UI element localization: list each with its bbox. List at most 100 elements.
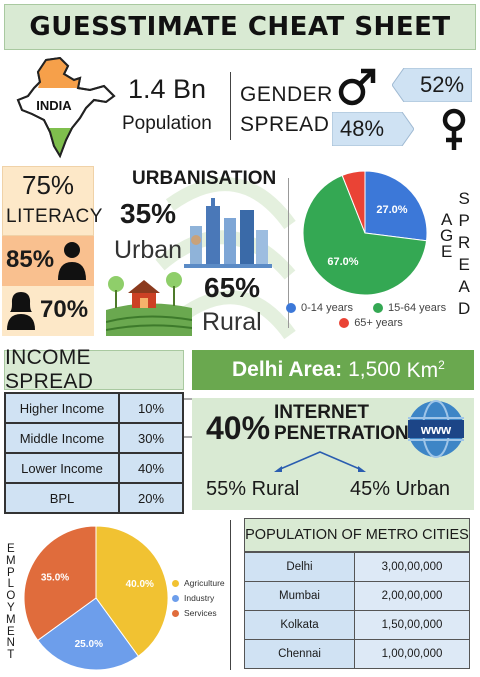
delhi-area-unit: Km2 (407, 358, 445, 383)
urbanisation-title: URBANISATION (132, 168, 277, 189)
gender-label-line2: SPREAD (240, 113, 330, 136)
income-label: Higher Income (4, 392, 120, 424)
legend-item-65-plus: 65+ years (339, 317, 403, 329)
pie-data-label: 40.0% (126, 579, 154, 590)
male-percent-tag (392, 68, 472, 102)
legend-swatch (339, 318, 350, 328)
age-title-letter: E (440, 242, 453, 261)
pie-slice-15-64-years (302, 174, 428, 296)
pie-slice-services (23, 525, 97, 642)
internet-label-line1: INTERNET (274, 402, 369, 423)
urban-label: Urban (114, 236, 183, 264)
split-arrows (274, 451, 366, 472)
employment-title-letter: P (6, 566, 15, 579)
divider (288, 178, 289, 328)
age-legend: 0-14 years 15-64 years 65+ years (286, 302, 456, 329)
legend-label: Industry (184, 593, 215, 603)
male-literacy-percent: 85% (6, 246, 55, 273)
internet-label-line2: PENETRATION (274, 423, 409, 444)
india-map-icon: INDIA (16, 56, 116, 159)
city-population: 2,00,00,000 (354, 581, 470, 611)
pie-data-label: 35.0% (41, 572, 69, 583)
spread-title-letter: S (458, 189, 470, 208)
legend-item-15-64: 15-64 years (372, 302, 447, 314)
legend-label: 15-64 years (387, 302, 447, 314)
internet-rural: 55% Rural (206, 478, 300, 500)
legend-swatch (372, 303, 383, 313)
employment-title-letter: L (7, 578, 14, 591)
spread-title-letter: E (458, 255, 470, 274)
table-row: Chennai 1,00,00,000 (244, 639, 470, 669)
city-name: Chennai (244, 639, 355, 669)
city-population: 1,00,00,000 (354, 639, 470, 669)
female-symbol-icon (442, 108, 466, 150)
pie-data-label: 27.0% (376, 204, 407, 216)
pie-slice-65-years (341, 170, 366, 234)
employment-title-letter: T (7, 649, 15, 662)
employment-title-letter: M (6, 554, 16, 567)
female-percent: 48% (340, 116, 385, 141)
internet-label: INTERNET PENETRATION (274, 402, 409, 444)
income-label: BPL (4, 482, 120, 514)
female-literacy-percent: 70% (40, 296, 89, 323)
table-row: BPL 20% (4, 482, 184, 514)
gender-spread-label: GENDER SPREAD (240, 80, 333, 140)
table-row: Lower Income 40% (4, 452, 184, 484)
farm-icon (106, 272, 192, 336)
legend-label: 0-14 years (301, 302, 353, 314)
city-population: 1,50,00,000 (354, 610, 470, 640)
pie-data-label: 25.0% (75, 639, 103, 650)
metro-population-table: Delhi 3,00,00,000 Mumbai 2,00,00,000 Kolka… (244, 552, 470, 669)
legend-item-industry: Industry (172, 591, 225, 606)
employment-title-letter: N (6, 637, 15, 650)
table-row: Middle Income 30% (4, 422, 184, 454)
table-row: Mumbai 2,00,00,000 (244, 581, 470, 611)
employment-title-letter: O (6, 590, 16, 603)
delhi-area-value: 1,500 (348, 358, 401, 381)
legend-label: Agriculture (184, 578, 225, 588)
literacy-label: LITERACY (6, 206, 103, 227)
employment-title-letter: E (6, 543, 15, 555)
income-value: 30% (118, 422, 184, 454)
divider (230, 520, 231, 670)
city-skyline-icon (184, 198, 272, 268)
unit-text: Km (406, 358, 439, 382)
pie-slice-agriculture (95, 525, 169, 657)
metro-population-title: POPULATION OF METRO CITIES (244, 518, 470, 552)
man-icon (58, 242, 86, 280)
legend-swatch (172, 610, 179, 617)
table-row: Kolkata 1,50,00,000 (244, 610, 470, 640)
internet-urban: 45% Urban (350, 478, 451, 500)
table-row: Higher Income 10% (4, 392, 184, 424)
india-map-label: INDIA (36, 98, 72, 113)
unit-superscript: 2 (438, 357, 445, 372)
city-name: Delhi (244, 552, 355, 582)
employment-title-letter: E (6, 625, 15, 638)
legend-swatch (286, 303, 296, 313)
legend-label: Services (184, 608, 217, 618)
globe-www-icon: www (408, 400, 464, 458)
delhi-area-banner: Delhi Area: 1,500 Km2 (192, 350, 474, 390)
spread-title-letter: D (458, 299, 471, 318)
age-spread-pie-chart: 27.0% 67.0% (302, 170, 428, 296)
urban-percent: 35% (120, 198, 177, 229)
employment-pie-chart: 40.0% 25.0% 35.0% (23, 525, 169, 671)
income-table: Higher Income 10% Middle Income 30% Lower … (4, 392, 184, 514)
age-title-letter: G (440, 226, 454, 245)
income-spread-title: INCOME SPREAD (4, 346, 184, 393)
income-value: 20% (118, 482, 184, 514)
page-title: GUESSTIMATE CHEAT SHEET (4, 4, 476, 50)
age-title-letter: A (440, 210, 453, 229)
income-label: Middle Income (4, 422, 120, 454)
table-row: Delhi 3,00,00,000 (244, 552, 470, 582)
city-name: Mumbai (244, 581, 355, 611)
male-symbol-icon (338, 68, 376, 106)
employment-legend: Agriculture Industry Services (172, 576, 225, 621)
legend-item-services: Services (172, 606, 225, 621)
gender-label-line1: GENDER (240, 83, 333, 106)
www-text: www (420, 422, 452, 437)
spread-title-letter: A (458, 277, 470, 296)
